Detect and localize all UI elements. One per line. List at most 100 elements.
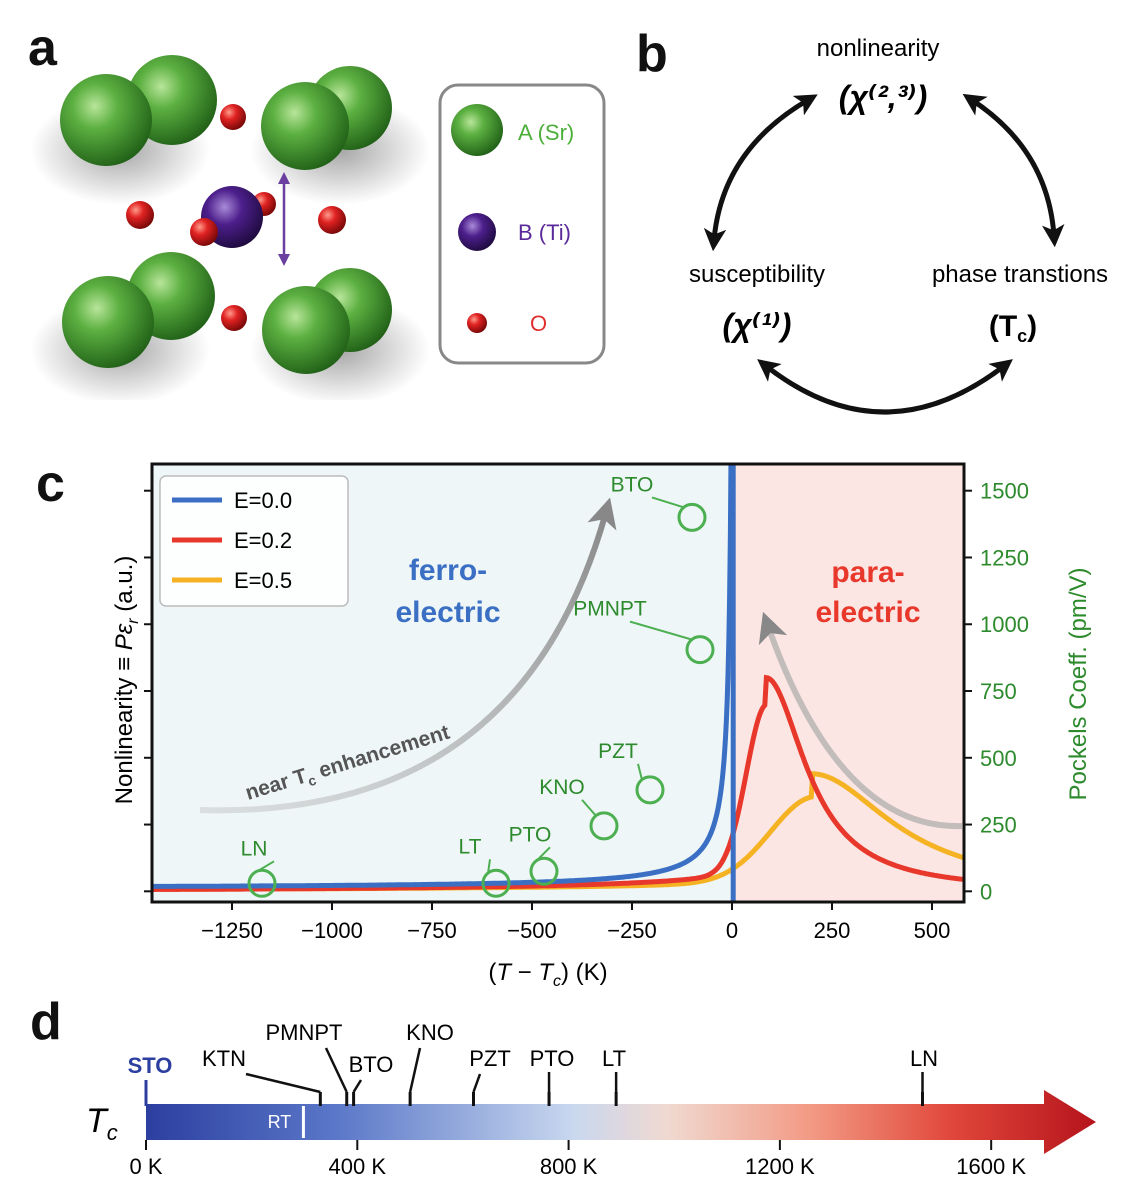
y-axis-right-title: Pockels Coeff. (pm/V) <box>1065 568 1092 801</box>
ti-legend-icon <box>458 213 496 251</box>
material-leader <box>651 496 685 509</box>
susceptibility-symbol: (χ⁽¹⁾) <box>723 307 792 343</box>
sr-atom <box>60 74 152 166</box>
sr-atom <box>62 276 154 368</box>
x-tick-label: −500 <box>507 918 557 943</box>
y-axis-left-title: Nonlinearity ≡ Pεr (a.u.) <box>111 556 142 805</box>
y-tick-label-right: 250 <box>980 813 1017 838</box>
material-label: LT <box>602 1046 626 1071</box>
rt-label: RT <box>268 1112 292 1132</box>
material-marker <box>529 856 559 886</box>
displacement-arrow <box>278 172 290 266</box>
panel-label-a: a <box>28 19 57 77</box>
chart-legend: E=0.0 E=0.2 E=0.5 <box>159 475 349 607</box>
para-label: para- <box>831 556 904 589</box>
arrow-right <box>962 93 1065 248</box>
material-marker <box>685 635 715 665</box>
sr-atom <box>262 286 350 374</box>
tc-symbol: (Tc) <box>989 310 1037 346</box>
y-tick-label-right: 0 <box>980 879 992 904</box>
material-leader <box>535 846 551 862</box>
x-tick-label: −250 <box>607 918 657 943</box>
material-leader <box>408 1047 422 1093</box>
legend-e02: E=0.2 <box>234 528 292 553</box>
y-tick-label-right: 1500 <box>980 479 1029 504</box>
o-legend-icon <box>467 313 487 333</box>
material-label: PZT <box>469 1046 511 1071</box>
ferro-label-2: electric <box>395 596 500 629</box>
o-atom <box>318 206 346 234</box>
arrow-left <box>703 94 818 252</box>
arrow-bottom <box>757 359 1013 415</box>
o-atom <box>126 201 154 229</box>
material-label: PTO <box>509 823 552 846</box>
material-label: KTN <box>202 1046 246 1071</box>
y-tick-label-right: 1250 <box>980 545 1029 570</box>
y-tick-label-right: 1000 <box>980 612 1029 637</box>
x-tick-label: −750 <box>407 918 457 943</box>
panel-a-crystal: A (Sr) B (Ti) O <box>30 55 606 400</box>
panel-b-triangle: nonlinearity (χ⁽²,³⁾) susceptibility (χ⁽… <box>689 35 1108 415</box>
material-label: LN <box>910 1046 938 1071</box>
material-leader <box>472 1073 482 1093</box>
material-marker <box>677 502 707 532</box>
legend-ti-label: B (Ti) <box>518 220 571 245</box>
material-label: PMNPT <box>266 1020 343 1045</box>
material-marker <box>589 811 619 841</box>
panel-label-c: c <box>36 455 65 513</box>
material-leader <box>324 1047 348 1093</box>
ferro-label: ferro- <box>409 554 487 587</box>
material-leader <box>629 620 693 641</box>
y-tick-label-right: 500 <box>980 746 1017 771</box>
o-atom <box>221 305 247 331</box>
para-label-2: electric <box>815 596 920 629</box>
panel-label-d: d <box>30 993 62 1051</box>
panel-label-b: b <box>636 25 668 83</box>
legend-e0: E=0.0 <box>234 488 292 513</box>
para-arrow <box>758 611 963 830</box>
x-tick-label: 0 <box>726 918 738 943</box>
tc-axis-label: 800 K <box>540 1154 598 1179</box>
material-label: PZT <box>598 740 638 763</box>
panel-d-tc-scale: Tc 0 K 400 K 800 K 1200 K 1600 K RT STO KTN PMN… <box>86 1020 1096 1179</box>
tc-axis-label: 1600 K <box>956 1154 1026 1179</box>
material-marker <box>247 868 277 898</box>
sr-atom <box>261 82 349 170</box>
material-marker <box>635 775 665 805</box>
material-label: PMNPT <box>573 598 647 621</box>
x-axis-title: (T − Tc) (K) <box>488 959 607 990</box>
material-label: KNO <box>406 1020 454 1045</box>
nonlinearity-label: nonlinearity <box>817 35 940 62</box>
legend-sr-label: A (Sr) <box>518 120 574 145</box>
tc-gradient-arrow <box>146 1090 1096 1154</box>
o-atom <box>220 104 246 130</box>
x-tick-label: 500 <box>914 918 951 943</box>
tc-axis-label: 1200 K <box>745 1154 815 1179</box>
x-tick-label: −1000 <box>301 918 363 943</box>
sr-legend-icon <box>451 104 503 156</box>
material-label: LT <box>459 835 482 858</box>
material-marker <box>481 868 511 898</box>
curve-e02 <box>152 674 964 892</box>
material-leader <box>487 859 491 874</box>
legend-o-label: O <box>530 311 547 336</box>
tc-axis-symbol: Tc <box>86 1102 118 1145</box>
x-tick-label: −1250 <box>201 918 263 943</box>
material-label-sto: STO <box>128 1053 173 1078</box>
enhancement-arrow <box>199 497 617 814</box>
susceptibility-label: susceptibility <box>689 261 825 288</box>
o-atom <box>190 218 218 246</box>
material-leader <box>253 860 275 875</box>
material-leader <box>581 799 597 817</box>
x-tick-label: 250 <box>814 918 851 943</box>
material-leader <box>245 1072 321 1094</box>
material-leader <box>352 1079 363 1093</box>
phase-transitions-label: phase transtions <box>932 261 1108 288</box>
material-leader <box>637 763 643 781</box>
legend-e05: E=0.5 <box>234 568 292 593</box>
panel-c-chart: −1250 −1000 −750 −500 −250 0 250 500 0 250 500 750 1… <box>111 462 1092 990</box>
y-tick-label-right: 750 <box>980 679 1017 704</box>
tc-axis-label: 0 K <box>129 1154 162 1179</box>
tc-axis-label: 400 K <box>329 1154 387 1179</box>
material-label: LN <box>241 837 268 860</box>
